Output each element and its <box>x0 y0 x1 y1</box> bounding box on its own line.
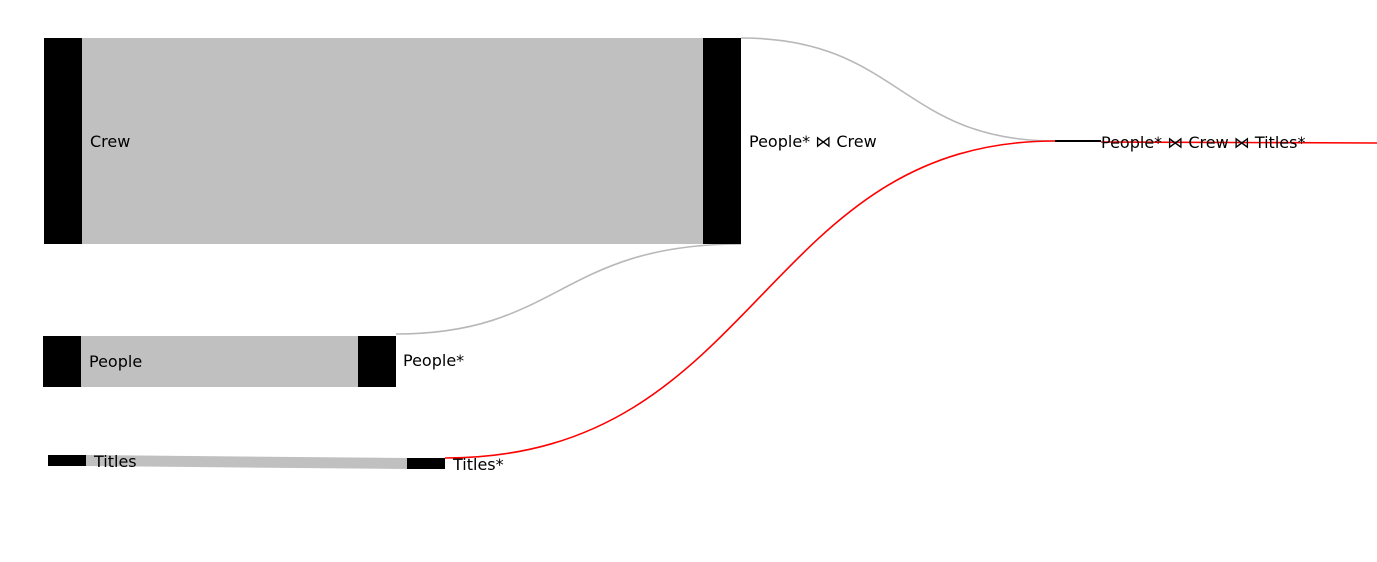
node-people-crew-bar <box>703 38 741 244</box>
flow-crew-to-people-crew <box>82 38 703 244</box>
node-people-crew-label: People* ⋈ Crew <box>749 132 877 151</box>
node-crew-bar <box>44 38 82 244</box>
flow-people-star-to-people-crew <box>395 243 742 335</box>
node-people-label: People <box>89 352 142 371</box>
flow-people-crew-to-final <box>740 37 1056 142</box>
node-people-bar <box>43 336 81 387</box>
node-people-crew-titles-bar <box>1055 140 1101 142</box>
node-people-star-bar <box>358 336 396 387</box>
node-titles-bar <box>48 455 86 466</box>
highlight-path-titles-star-to-final <box>444 140 1056 459</box>
flow-titles-to-titles-star <box>86 455 407 469</box>
node-titles-star-bar <box>407 458 445 469</box>
node-titles-label: Titles <box>93 452 137 471</box>
highlight-path-output <box>1100 141 1377 144</box>
flow-people-to-people-star <box>81 336 358 387</box>
node-people-star-label: People* <box>403 351 464 370</box>
node-titles-star-label: Titles* <box>452 455 504 474</box>
node-people-crew-titles-label: People* ⋈ Crew ⋈ Titles* <box>1101 133 1305 152</box>
node-crew-label: Crew <box>90 132 130 151</box>
